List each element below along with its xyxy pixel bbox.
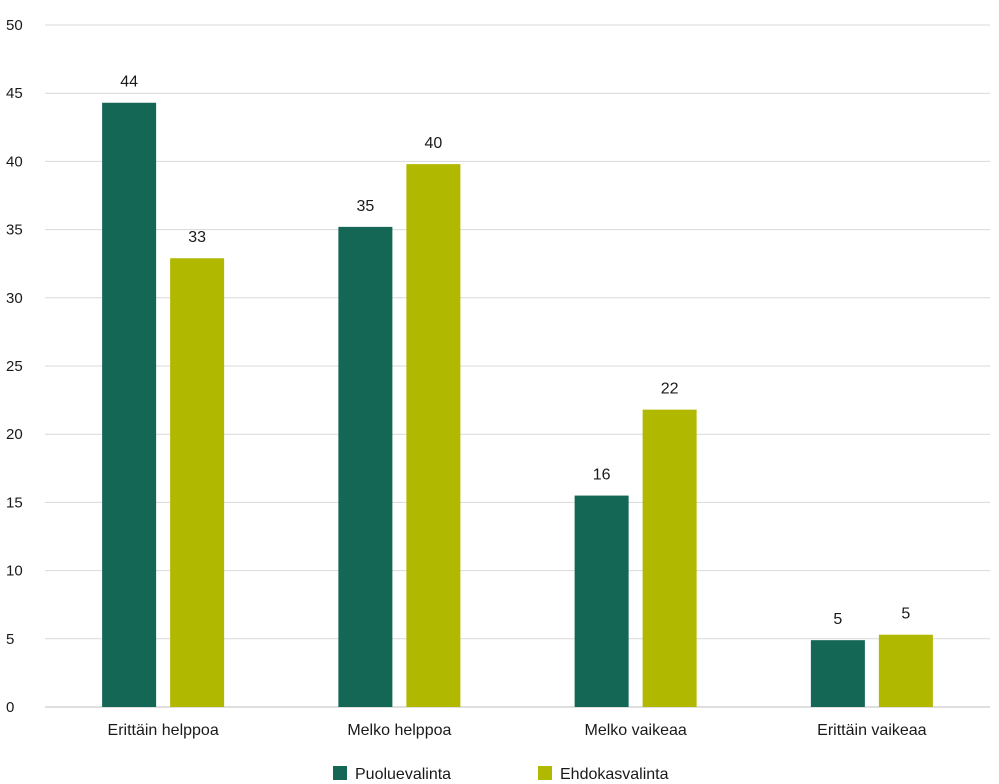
y-tick-label: 5 (6, 631, 14, 648)
y-tick-label: 10 (6, 563, 23, 580)
y-tick-label: 45 (6, 85, 23, 102)
bar-puoluevalinta (102, 102, 157, 708)
y-tick-label: 50 (6, 17, 23, 34)
x-category-label: Melko vaikeaa (584, 722, 686, 739)
legend-label: Puoluevalinta (355, 766, 451, 783)
y-tick-label: 0 (6, 699, 14, 716)
data-label: 5 (833, 611, 842, 628)
bar-ehdokasvalinta (878, 634, 933, 707)
y-tick-label: 40 (6, 153, 23, 170)
legend-swatch (538, 766, 552, 780)
bar-ehdokasvalinta (642, 409, 697, 707)
data-label: 44 (120, 74, 138, 91)
x-category-label: Melko helppoa (347, 722, 451, 739)
y-axis-ticks: 0 5 10 15 20 25 30 35 40 45 50 (6, 17, 23, 716)
data-label: 22 (661, 381, 679, 398)
bars (102, 102, 933, 708)
data-label: 33 (188, 229, 206, 246)
legend: Puoluevalinta Ehdokasvalinta (333, 766, 669, 783)
legend-swatch (333, 766, 347, 780)
bar-ehdokasvalinta (406, 164, 461, 708)
y-tick-label: 20 (6, 426, 23, 443)
data-label: 5 (901, 606, 910, 623)
data-label: 40 (424, 135, 442, 152)
y-tick-label: 15 (6, 494, 23, 511)
x-axis-categories: Erittäin helppoa Melko helppoa Melko vaike… (108, 722, 927, 739)
y-tick-label: 25 (6, 358, 23, 375)
bar-puoluevalinta (574, 495, 629, 707)
y-tick-label: 35 (6, 222, 23, 239)
bar-ehdokasvalinta (170, 258, 225, 707)
y-tick-label: 30 (6, 290, 23, 307)
bar-puoluevalinta (338, 226, 393, 707)
bar-puoluevalinta (810, 640, 865, 707)
data-label: 16 (593, 467, 611, 484)
x-category-label: Erittäin helppoa (108, 722, 219, 739)
x-category-label: Erittäin vaikeaa (817, 722, 926, 739)
legend-label: Ehdokasvalinta (560, 766, 669, 783)
data-label: 35 (356, 198, 374, 215)
data-labels: 44 33 35 40 16 22 5 5 (120, 74, 910, 628)
